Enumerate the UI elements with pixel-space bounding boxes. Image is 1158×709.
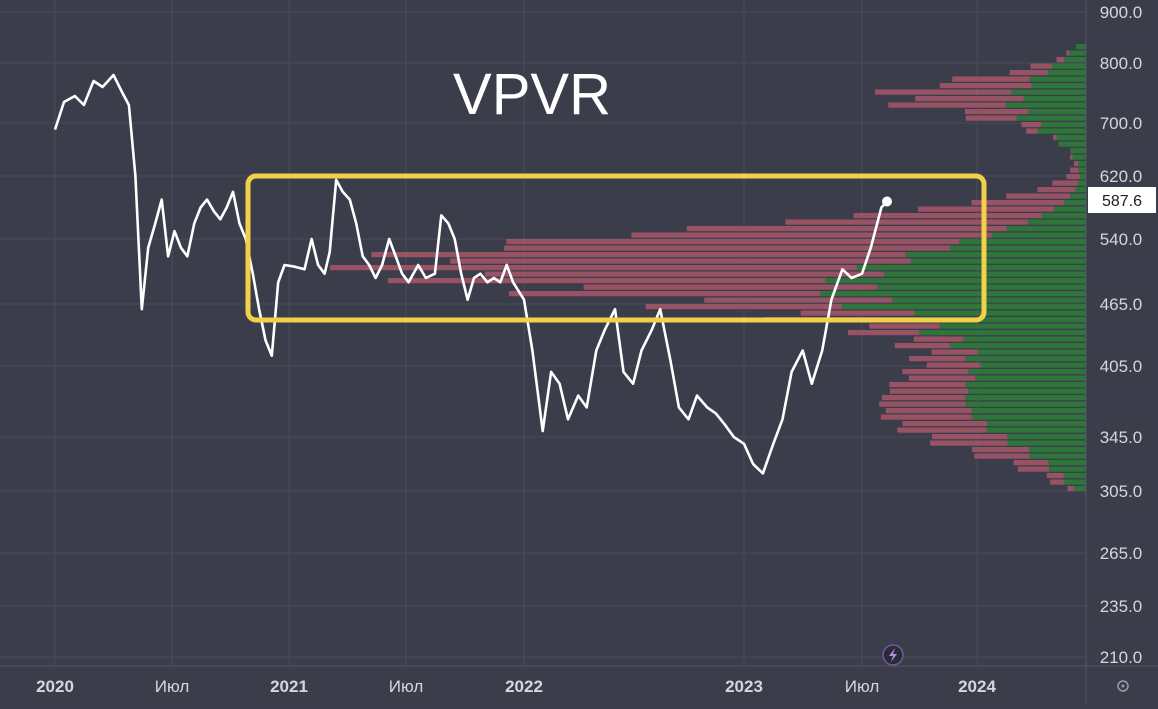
current-price-label: 587.6: [1102, 193, 1142, 210]
time-tick-label: 2024: [958, 677, 996, 696]
time-tick-label: Июл: [155, 677, 190, 696]
price-axis-panel: [1086, 0, 1158, 666]
current-price-marker: 587.6: [1088, 187, 1156, 213]
time-tick-label: Июл: [845, 677, 880, 696]
price-tick-label: 540.0: [1100, 230, 1143, 249]
price-tick-label: 345.0: [1100, 428, 1143, 447]
price-tick-label: 800.0: [1100, 54, 1143, 73]
current-price-box: [1088, 187, 1156, 213]
time-tick-label: 2020: [36, 677, 74, 696]
time-tick-label: 2022: [505, 677, 543, 696]
price-tick-label: 620.0: [1100, 167, 1143, 186]
price-tick-label: 405.0: [1100, 357, 1143, 376]
time-tick-label: 2021: [270, 677, 308, 696]
price-tick-label: 465.0: [1100, 295, 1143, 314]
price-tick-label: 305.0: [1100, 482, 1143, 501]
lightning-icon[interactable]: [882, 644, 904, 666]
time-tick-label: 2023: [725, 677, 763, 696]
price-tick-label: 210.0: [1100, 648, 1143, 667]
price-tick-label: 235.0: [1100, 597, 1143, 616]
highlight-box: [245, 173, 987, 323]
chart-title: VPVR: [453, 62, 611, 127]
time-tick-label: Июл: [389, 677, 424, 696]
price-line: [53, 73, 888, 475]
settings-icon[interactable]: [1117, 680, 1129, 692]
price-tick-label: 265.0: [1100, 544, 1143, 563]
price-tick-label: 700.0: [1100, 114, 1143, 133]
last-price-point: [882, 196, 892, 207]
price-tick-label: 900.0: [1100, 3, 1143, 22]
